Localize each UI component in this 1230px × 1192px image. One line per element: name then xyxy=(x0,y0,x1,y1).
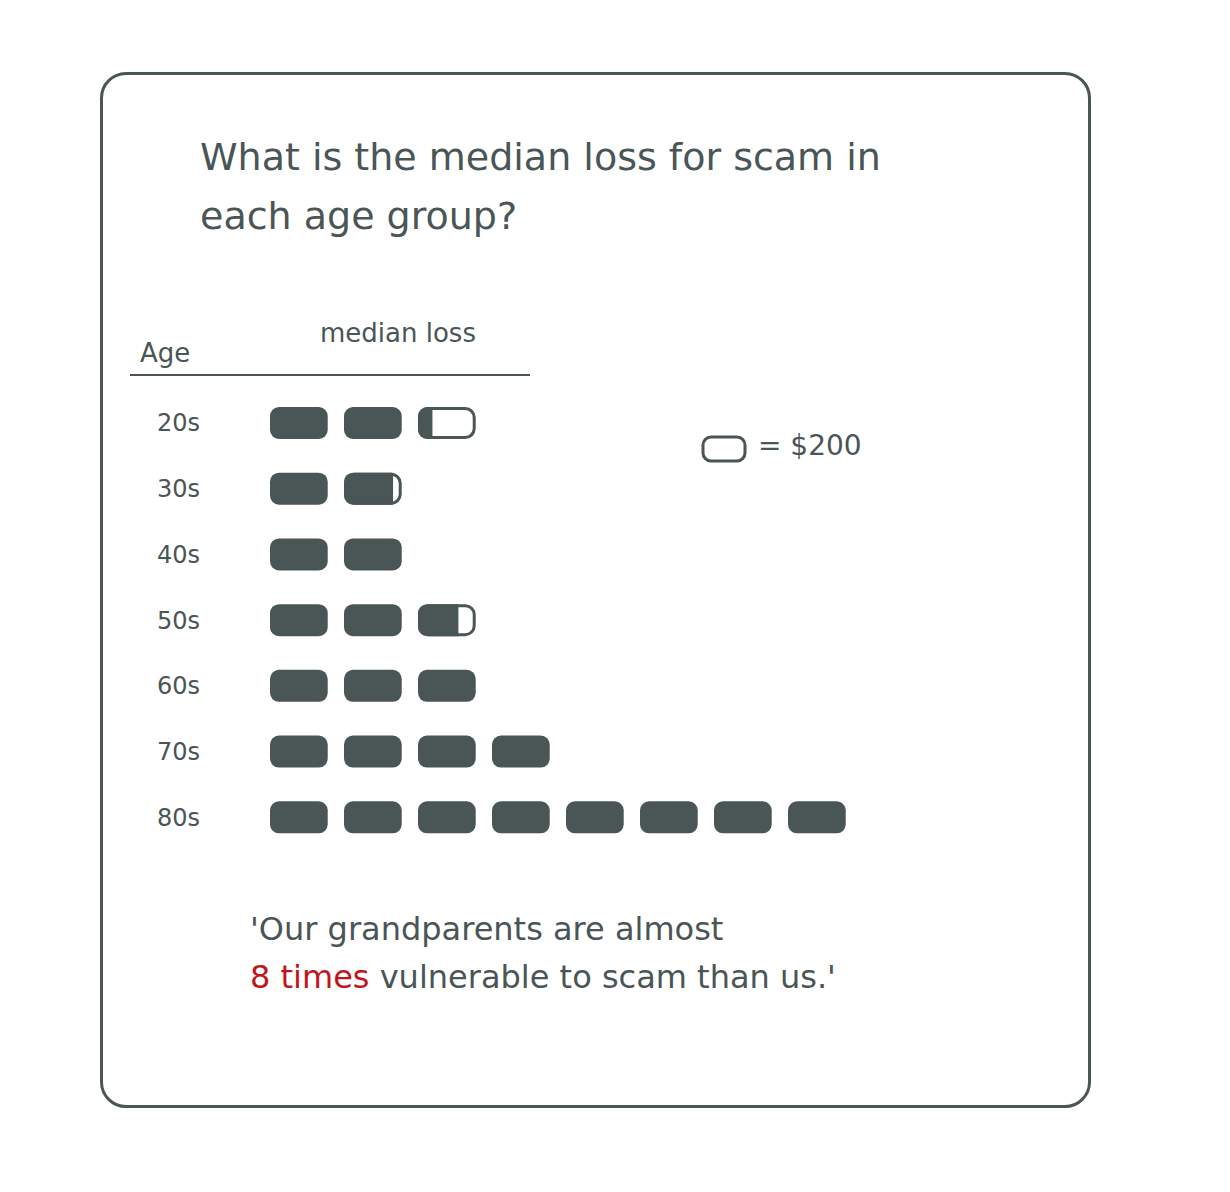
svg-text:40s: 40s xyxy=(157,541,200,569)
html-text:8 times vulnerable to scam tha: 8 times vulnerable to scam than us.' xyxy=(250,958,836,996)
svg-text:60s: 60s xyxy=(157,672,200,700)
svg-text:50s: 50s xyxy=(157,607,200,635)
html-text:= $200: = $200 xyxy=(758,429,862,462)
html-text:'Our grandparents are almost: 'Our grandparents are almost xyxy=(250,910,724,948)
html-text:What is the median loss for sc: What is the median loss for scam in each… xyxy=(200,135,881,238)
svg-text:70s: 70s xyxy=(157,738,200,766)
html-text:Age: Age xyxy=(140,338,191,368)
html-text:median loss: median loss xyxy=(320,318,476,348)
svg-text:20s: 20s xyxy=(157,409,200,437)
svg-text:80s: 80s xyxy=(157,804,200,832)
svg-text:30s: 30s xyxy=(157,475,200,503)
